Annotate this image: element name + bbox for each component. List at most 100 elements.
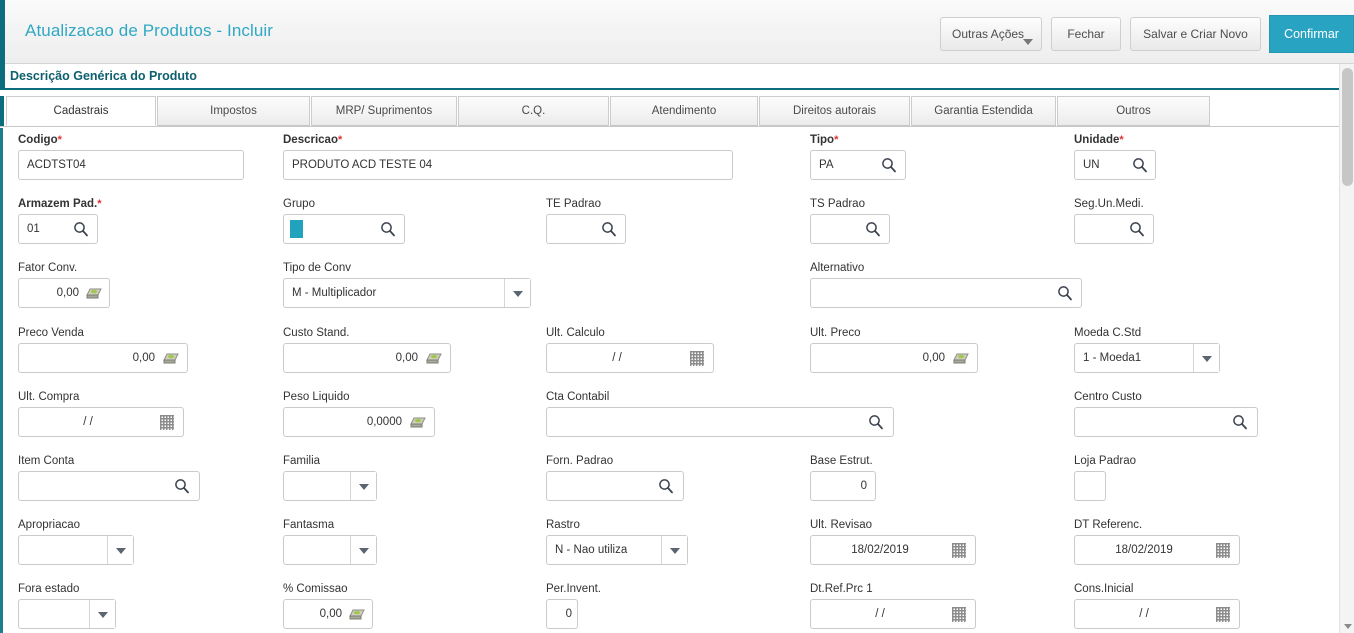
- search-icon[interactable]: [881, 157, 897, 173]
- field-label-apropriacao: Apropriacao: [18, 519, 81, 531]
- select-familia[interactable]: [283, 471, 377, 501]
- input-custo-stand[interactable]: 0,00: [283, 343, 451, 373]
- search-icon[interactable]: [1132, 157, 1148, 173]
- value-ult-preco: 0,00: [922, 352, 945, 364]
- value-fator-conv: 0,00: [56, 287, 79, 299]
- input-armazem-pad[interactable]: 01: [18, 214, 98, 244]
- input-seg-un-medi[interactable]: [1074, 214, 1154, 244]
- search-icon[interactable]: [865, 221, 881, 237]
- select-fantasma[interactable]: [283, 535, 377, 565]
- input-descricao[interactable]: PRODUTO ACD TESTE 04: [283, 150, 733, 180]
- vertical-scrollbar[interactable]: [1339, 64, 1354, 633]
- calculator-icon[interactable]: [409, 415, 427, 430]
- dropdown-toggle-familia[interactable]: [350, 472, 376, 500]
- dropdown-toggle-fora-estado[interactable]: [89, 600, 115, 628]
- scroll-down-button[interactable]: [1340, 619, 1354, 633]
- input-item-conta[interactable]: [18, 471, 200, 501]
- calendar-icon[interactable]: [160, 415, 174, 430]
- value-grupo: [292, 215, 376, 243]
- value-base-estrut: 0: [860, 480, 867, 492]
- tab-impostos[interactable]: Impostos: [157, 96, 310, 126]
- calculator-icon[interactable]: [85, 286, 103, 301]
- dropdown-toggle-moeda-cstd[interactable]: [1193, 344, 1219, 372]
- search-icon[interactable]: [1057, 285, 1073, 301]
- calculator-icon[interactable]: [348, 607, 366, 622]
- search-icon[interactable]: [73, 221, 89, 237]
- search-icon[interactable]: [868, 414, 884, 430]
- tab-garantia-estendida[interactable]: Garantia Estendida: [911, 96, 1056, 126]
- tab-outros[interactable]: Outros: [1057, 96, 1210, 126]
- value-ts-padrao: [819, 215, 861, 243]
- input-tipo[interactable]: PA: [810, 150, 906, 180]
- dropdown-toggle-fantasma[interactable]: [350, 536, 376, 564]
- input-ult-calculo[interactable]: / /: [546, 343, 714, 373]
- search-icon[interactable]: [658, 478, 674, 494]
- input-dt-referenc[interactable]: 18/02/2019: [1074, 535, 1240, 565]
- select-rastro[interactable]: N - Nao utiliza: [546, 535, 688, 565]
- calculator-icon[interactable]: [425, 351, 443, 366]
- calendar-icon[interactable]: [1216, 543, 1230, 558]
- search-icon[interactable]: [1129, 221, 1145, 237]
- input-grupo[interactable]: [283, 214, 405, 244]
- input-cta-contabil[interactable]: [546, 407, 894, 437]
- input-centro-custo[interactable]: [1074, 407, 1258, 437]
- field-label-dt-ref-prc1: Dt.Ref.Prc 1: [810, 583, 873, 595]
- tab-left-accent: [0, 96, 4, 126]
- value-peso-liquido: 0,0000: [366, 416, 402, 428]
- tab-direitos-autorais[interactable]: Direitos autorais: [759, 96, 910, 126]
- select-fora-estado[interactable]: [18, 599, 116, 629]
- dropdown-toggle-tipo-de-conv[interactable]: [504, 279, 530, 307]
- input-forn-padrao[interactable]: [546, 471, 684, 501]
- field-label-seg-un-medi: Seg.Un.Medi.: [1074, 198, 1144, 210]
- field-label-tipo: Tipo*: [810, 134, 839, 146]
- dropdown-toggle-apropriacao[interactable]: [107, 536, 133, 564]
- tab-atendimento[interactable]: Atendimento: [610, 96, 758, 126]
- input-cons-inicial[interactable]: / /: [1074, 599, 1240, 629]
- search-icon[interactable]: [1232, 414, 1248, 430]
- calendar-icon[interactable]: [1216, 607, 1230, 622]
- calendar-icon[interactable]: [952, 607, 966, 622]
- calendar-icon[interactable]: [690, 351, 704, 366]
- input-dt-ref-prc1[interactable]: / /: [810, 599, 976, 629]
- select-tipo-de-conv[interactable]: M - Multiplicador: [283, 278, 531, 308]
- input-te-padrao[interactable]: [546, 214, 626, 244]
- input-ult-compra[interactable]: / /: [18, 407, 184, 437]
- input-loja-padrao[interactable]: [1074, 471, 1106, 501]
- input-comissao[interactable]: 0,00: [283, 599, 373, 629]
- value-loja-padrao: [1083, 472, 1101, 500]
- field-label-preco-venda: Preco Venda: [18, 327, 84, 339]
- input-fator-conv[interactable]: 0,00: [18, 278, 110, 308]
- confirmar-button[interactable]: Confirmar: [1269, 15, 1354, 53]
- calculator-icon[interactable]: [162, 351, 180, 366]
- input-preco-venda[interactable]: 0,00: [18, 343, 188, 373]
- scrollbar-thumb[interactable]: [1342, 68, 1353, 186]
- field-label-rastro: Rastro: [546, 519, 580, 531]
- input-alternativo[interactable]: [810, 278, 1082, 308]
- tab-cadastrais[interactable]: Cadastrais: [6, 96, 156, 126]
- tab-mrp-suprimentos[interactable]: MRP/ Suprimentos: [311, 96, 457, 126]
- calculator-icon[interactable]: [952, 351, 970, 366]
- input-base-estrut[interactable]: 0: [810, 471, 876, 501]
- tab-cq[interactable]: C.Q.: [458, 96, 609, 126]
- dropdown-toggle-rastro[interactable]: [661, 536, 687, 564]
- select-apropriacao[interactable]: [18, 535, 134, 565]
- input-peso-liquido[interactable]: 0,0000: [283, 407, 435, 437]
- field-label-fator-conv: Fator Conv.: [18, 262, 78, 274]
- field-label-fora-estado: Fora estado: [18, 583, 80, 595]
- input-codigo[interactable]: ACDTST04: [18, 150, 244, 180]
- fechar-button[interactable]: Fechar: [1051, 17, 1121, 51]
- chevron-down-icon: [670, 548, 680, 554]
- select-moeda-cstd[interactable]: 1 - Moeda1: [1074, 343, 1220, 373]
- calendar-icon[interactable]: [952, 543, 966, 558]
- input-ult-revisao[interactable]: 18/02/2019: [810, 535, 976, 565]
- outras-acoes-button[interactable]: Outras Ações: [940, 17, 1042, 51]
- input-ult-preco[interactable]: 0,00: [810, 343, 978, 373]
- search-icon[interactable]: [174, 478, 190, 494]
- input-per-invent[interactable]: 0: [546, 599, 578, 629]
- search-icon[interactable]: [380, 221, 396, 237]
- salvar-e-criar-novo-button[interactable]: Salvar e Criar Novo: [1130, 17, 1261, 51]
- input-unidade[interactable]: UN: [1074, 150, 1156, 180]
- search-icon[interactable]: [601, 221, 617, 237]
- input-ts-padrao[interactable]: [810, 214, 890, 244]
- title-accent-bar: [0, 0, 5, 64]
